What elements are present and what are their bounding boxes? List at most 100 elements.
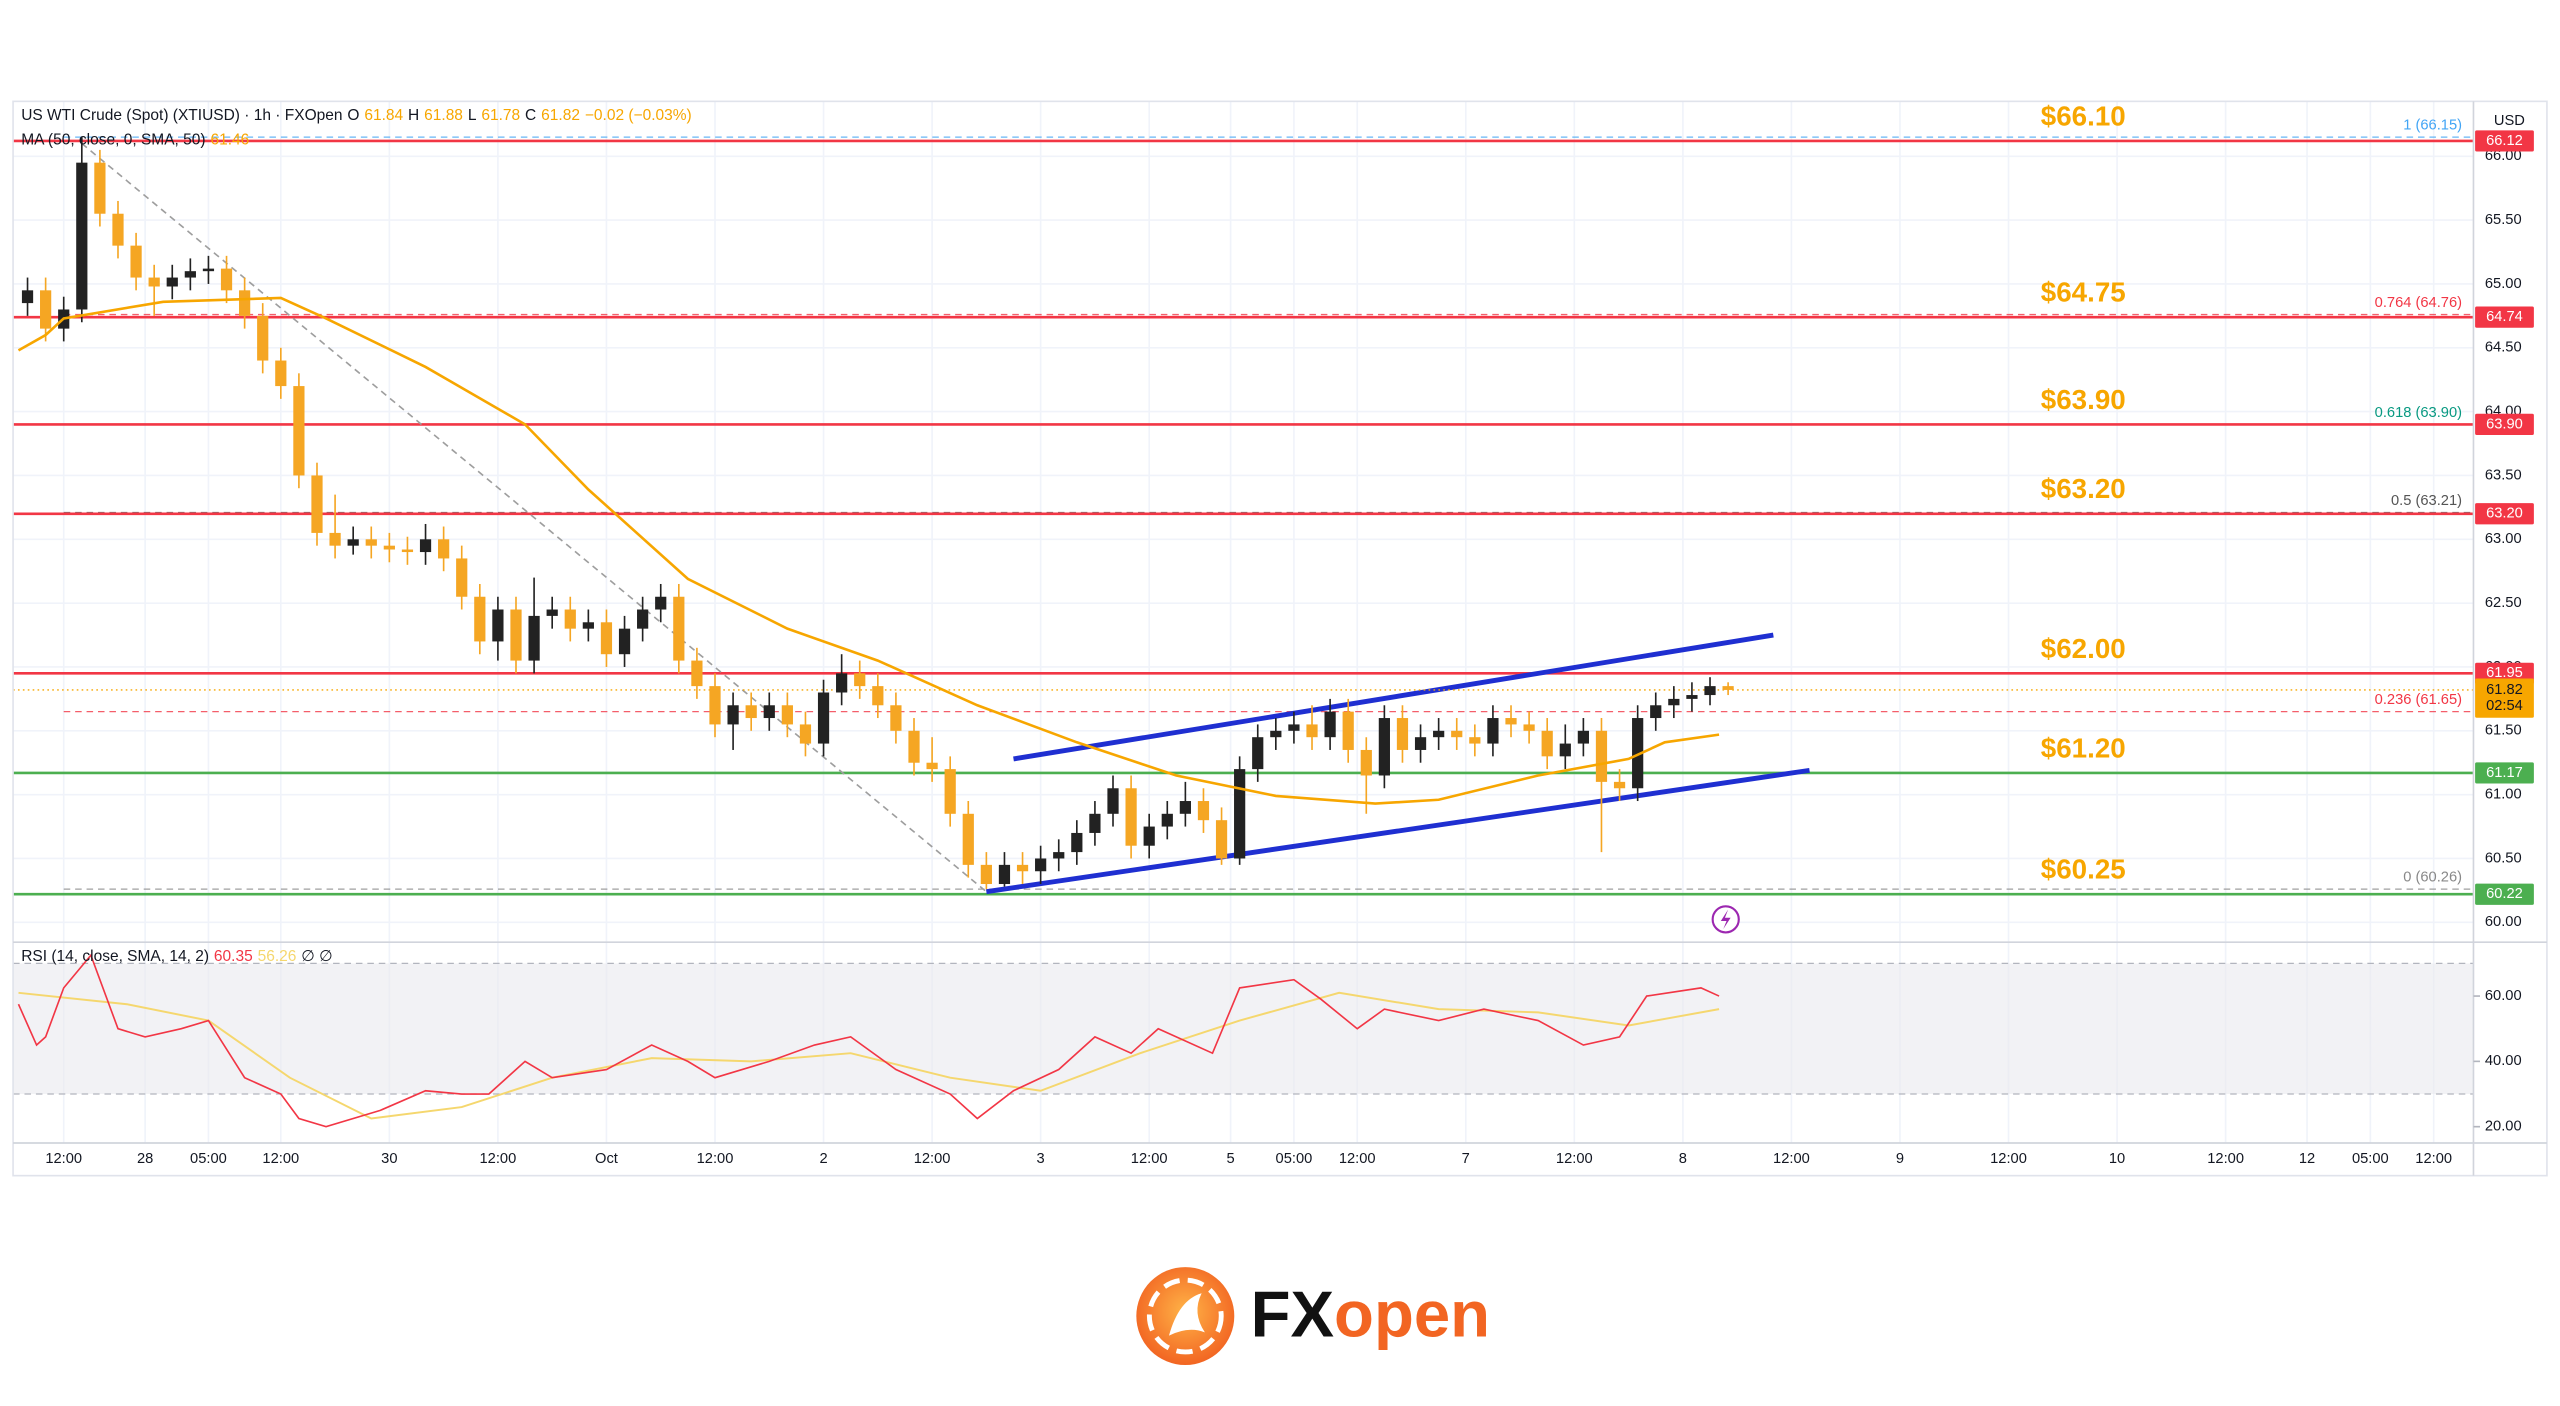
y-tick-label: 63.50 bbox=[2485, 467, 2522, 483]
x-tick-label: 12:00 bbox=[2415, 1151, 2452, 1167]
candle-body bbox=[1433, 730, 1445, 738]
candle-body bbox=[202, 268, 215, 272]
fib-label: 0.618 (63.90) bbox=[2375, 405, 2462, 421]
candle-body bbox=[1035, 858, 1047, 872]
candle-body bbox=[438, 539, 450, 559]
axis-layer: USD 12:00 28 05:00 12:00 30 12:00 Oct 12:00 2 12:… bbox=[12, 100, 2548, 1177]
rsi-legend-item: 60.35 bbox=[214, 948, 253, 965]
price-tag bbox=[2475, 306, 2534, 328]
fib-label: 0.5 (63.21) bbox=[2391, 493, 2462, 509]
y-tick-label: 66.00 bbox=[2485, 148, 2522, 164]
last-price-countdown: 02:54 bbox=[2486, 698, 2523, 714]
alert-icon bbox=[1711, 905, 1740, 934]
candle-body bbox=[546, 609, 558, 616]
candle-body bbox=[1288, 724, 1300, 731]
rsi-legend: RSI (14, close, SMA, 14, 2) 60.35 56.26 ∅ ∅ bbox=[21, 948, 332, 965]
y-tick-label: 60.00 bbox=[2485, 914, 2522, 930]
candle-body bbox=[1541, 730, 1553, 757]
candle-body bbox=[1668, 698, 1680, 706]
last-price-label: 61.82 bbox=[2486, 682, 2523, 698]
level-note: $63.20 bbox=[2041, 473, 2126, 504]
x-tick-label: 12 bbox=[2299, 1151, 2315, 1167]
last-price-tag bbox=[2475, 678, 2534, 718]
candle-body bbox=[1306, 724, 1318, 738]
x-tick-label: 12:00 bbox=[480, 1151, 517, 1167]
title-legend-item: −0.02 (−0.03%) bbox=[585, 107, 692, 124]
candle-body bbox=[691, 660, 703, 687]
candle-body bbox=[347, 539, 359, 546]
x-tick-label: 12:00 bbox=[1131, 1151, 1168, 1167]
candle-body bbox=[257, 315, 269, 361]
level-note: $66.10 bbox=[2041, 100, 2126, 131]
candle-body bbox=[220, 268, 233, 291]
fib-label: 0.764 (64.76) bbox=[2375, 295, 2462, 311]
trend-line bbox=[81, 142, 987, 893]
candle-body bbox=[40, 290, 52, 329]
chart-frame bbox=[12, 100, 2548, 1177]
logo-text-open: open bbox=[1334, 1278, 1490, 1351]
title-legend-item: H bbox=[408, 107, 419, 124]
x-tick-label: 5 bbox=[1227, 1151, 1235, 1167]
level-note: $60.25 bbox=[2041, 854, 2126, 885]
fib-label: 0 (60.26) bbox=[2403, 870, 2462, 886]
x-tick-label: 12:00 bbox=[914, 1151, 951, 1167]
y-tick-label: 65.50 bbox=[2485, 212, 2522, 228]
x-tick-label: 05:00 bbox=[1276, 1151, 1313, 1167]
candle-body bbox=[962, 813, 974, 865]
level-note: $61.20 bbox=[2041, 732, 2126, 763]
x-tick-label: 9 bbox=[1896, 1151, 1904, 1167]
candle-body bbox=[655, 596, 667, 610]
candle-body bbox=[1342, 711, 1354, 750]
candle-body bbox=[1107, 788, 1119, 814]
candle-body bbox=[1559, 743, 1571, 757]
y-tick-label: 62.50 bbox=[2485, 595, 2522, 611]
candle-body bbox=[998, 864, 1011, 885]
candle-body bbox=[148, 277, 160, 287]
candle-body bbox=[112, 213, 124, 246]
x-tick-label: 12:00 bbox=[45, 1151, 82, 1167]
price-tag-label: 63.90 bbox=[2486, 416, 2523, 432]
candle-body bbox=[76, 162, 88, 310]
x-tick-label: 7 bbox=[1462, 1151, 1470, 1167]
ma-legend-item: MA (50, close, 0, SMA, 50) bbox=[21, 132, 205, 149]
price-tag-label: 61.17 bbox=[2486, 765, 2523, 781]
x-tick-label: 8 bbox=[1679, 1151, 1687, 1167]
candle-body bbox=[1197, 801, 1210, 821]
candle-body bbox=[528, 615, 540, 661]
title-legend-item: 61.88 bbox=[424, 107, 463, 124]
title-legend-item: O bbox=[347, 107, 359, 124]
rsi-tick-label: 40.00 bbox=[2485, 1053, 2522, 1069]
title-legend-item: L bbox=[468, 107, 477, 124]
candle-body bbox=[1613, 781, 1626, 789]
candle-body bbox=[492, 609, 504, 642]
candle-body bbox=[817, 692, 830, 744]
candle-body bbox=[1215, 820, 1228, 859]
candle-body bbox=[1505, 718, 1517, 725]
price-tag-label: 66.12 bbox=[2486, 133, 2523, 149]
candle-body bbox=[1071, 832, 1083, 853]
logo: FX open bbox=[1136, 1267, 1490, 1366]
title-legend-item: 61.78 bbox=[481, 107, 520, 124]
x-tick-label: 2 bbox=[819, 1151, 827, 1167]
rsi-tick-label: 60.00 bbox=[2485, 988, 2522, 1004]
ma-legend: MA (50, close, 0, SMA, 50) 61.46 bbox=[21, 132, 249, 149]
x-tick-label: 28 bbox=[137, 1151, 153, 1167]
rsi-legend-item: ∅ ∅ bbox=[301, 948, 332, 965]
candle-body bbox=[1378, 718, 1390, 776]
candle-body bbox=[1577, 730, 1589, 744]
price-tag-label: 60.22 bbox=[2486, 886, 2523, 902]
candle-body bbox=[582, 622, 594, 629]
candle-body bbox=[1523, 724, 1535, 731]
candle-body bbox=[872, 686, 884, 706]
candle-body bbox=[1234, 769, 1246, 859]
candle-body bbox=[510, 609, 522, 661]
price-tag-label: 63.20 bbox=[2486, 506, 2523, 522]
candle-body bbox=[1686, 695, 1698, 699]
candle-body bbox=[600, 622, 613, 655]
currency-label: USD bbox=[2494, 113, 2525, 129]
price-tag bbox=[2475, 413, 2534, 435]
candle-body bbox=[1469, 737, 1481, 744]
candle-body bbox=[1650, 705, 1662, 719]
